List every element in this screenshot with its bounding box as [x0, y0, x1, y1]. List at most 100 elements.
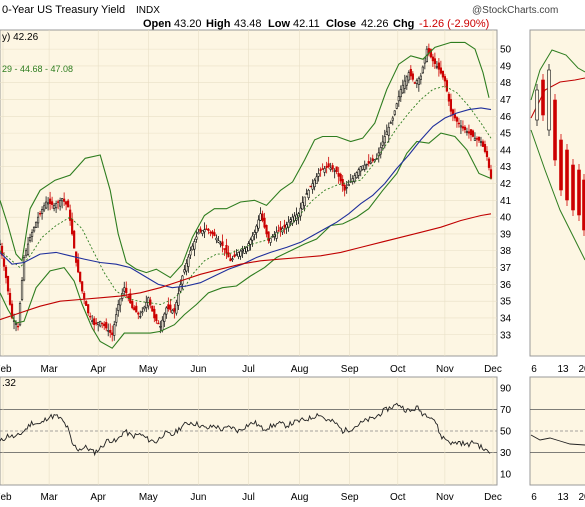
price-y-tick-label: 44 [500, 145, 512, 156]
candle-body [229, 258, 232, 262]
candle-body [289, 219, 292, 222]
price-x-tick-label: Aug [291, 364, 309, 375]
candle-body [461, 126, 465, 129]
candle-body [247, 243, 250, 251]
candle-body [465, 131, 469, 133]
candle-body [32, 226, 36, 232]
candle-body [205, 228, 208, 230]
candle-body [0, 245, 4, 256]
candle-body [61, 198, 64, 202]
candle-body [131, 301, 134, 309]
bollinger-middle-line [0, 85, 492, 305]
candle-body [177, 293, 180, 306]
candle-body [325, 165, 328, 168]
candle-body [147, 297, 150, 307]
candle-body [481, 141, 485, 147]
candle-body [183, 269, 186, 273]
price-y-tick-label: 39 [500, 229, 512, 240]
candle-body [413, 82, 416, 84]
price-y-tick-label: 48 [500, 78, 512, 89]
candle-body [149, 299, 152, 305]
candle-body [275, 231, 278, 239]
candle-body [103, 323, 106, 327]
candle-body [109, 329, 112, 333]
watermark: @StockCharts.com [472, 5, 558, 16]
candle-body [339, 173, 342, 182]
candle-body [4, 266, 8, 278]
price-y-tick-label: 50 [500, 45, 512, 56]
candle-body [249, 239, 252, 245]
candle-body [137, 312, 140, 315]
candle-body [421, 66, 424, 74]
candle-body [385, 131, 388, 136]
candle-body [16, 325, 20, 328]
candle-body [34, 221, 38, 228]
right-candle-body [582, 179, 585, 231]
candle-body [91, 320, 94, 322]
candle-body [417, 77, 420, 85]
right-candle-body [547, 69, 551, 131]
right-candle-body [577, 169, 581, 216]
candle-body [457, 122, 461, 125]
candle-body [193, 241, 196, 250]
candle-body [10, 303, 14, 319]
candle-body [251, 235, 254, 241]
right-price-panel-background [529, 29, 585, 357]
right-candle-body [559, 139, 563, 191]
candle-body [207, 228, 210, 231]
candle-body [2, 258, 6, 267]
price-y-tick-label: 33 [500, 330, 512, 341]
candle-body [261, 213, 264, 221]
price-y-tick-label: 49 [500, 61, 512, 72]
candle-body [411, 73, 414, 80]
candle-body [255, 225, 258, 233]
candle-body [441, 70, 444, 78]
candle-body [407, 72, 410, 81]
candle-body [285, 224, 288, 229]
candle-body [14, 323, 18, 325]
rsi-line [0, 402, 491, 457]
candle-body [71, 218, 74, 235]
candles [0, 43, 493, 342]
right-lower-band [530, 129, 585, 261]
chart-title: 0-Year US Treasury Yield [2, 4, 125, 16]
price-x-axis: Feb Mar Apr May Jun Jul Aug Sep Oct Nov Dec [0, 364, 502, 375]
rsi-y-axis: 10 30 50 70 90 [500, 383, 512, 480]
price-x-tick-label: Jul [242, 364, 255, 375]
rsi-x-tick-label: Aug [291, 492, 309, 503]
candle-body [387, 126, 390, 136]
price-y-tick-label: 45 [500, 129, 512, 140]
candle-body [8, 292, 12, 305]
candle-body [365, 163, 368, 166]
price-panel: 33 34 35 36 37 38 39 40 41 42 43 44 45 46 47 48 49 50 y) … [0, 29, 512, 357]
candle-body [231, 258, 234, 261]
candle-body [259, 213, 262, 221]
candle-body [51, 201, 54, 205]
candle-body [399, 89, 402, 98]
high-label: High [206, 18, 231, 30]
candle-body [125, 287, 128, 294]
candle-body [115, 314, 118, 323]
rsi-x-tick-label: Sep [341, 492, 359, 503]
candle-body [133, 307, 136, 311]
rsi-series-layer [0, 402, 491, 457]
candle-body [397, 96, 400, 102]
candle-body [79, 271, 82, 282]
candle-body [431, 56, 434, 62]
candle-body [301, 202, 304, 210]
candle-body [217, 240, 220, 243]
candle-body [93, 318, 96, 325]
close-value: 42.26 [361, 18, 389, 30]
candle-body [221, 241, 224, 247]
candle-body [38, 213, 42, 215]
candle-body [383, 136, 386, 144]
candle-body [309, 185, 312, 188]
price-y-tick-label: 42 [500, 179, 512, 190]
candle-body [67, 200, 70, 208]
right-rsi-x-tick-label: 20 [578, 492, 585, 503]
candle-body [253, 231, 256, 235]
candle-body [395, 103, 398, 109]
candle-body [40, 209, 44, 214]
rsi-x-tick-label: Nov [436, 492, 454, 503]
candle-body [391, 117, 394, 121]
